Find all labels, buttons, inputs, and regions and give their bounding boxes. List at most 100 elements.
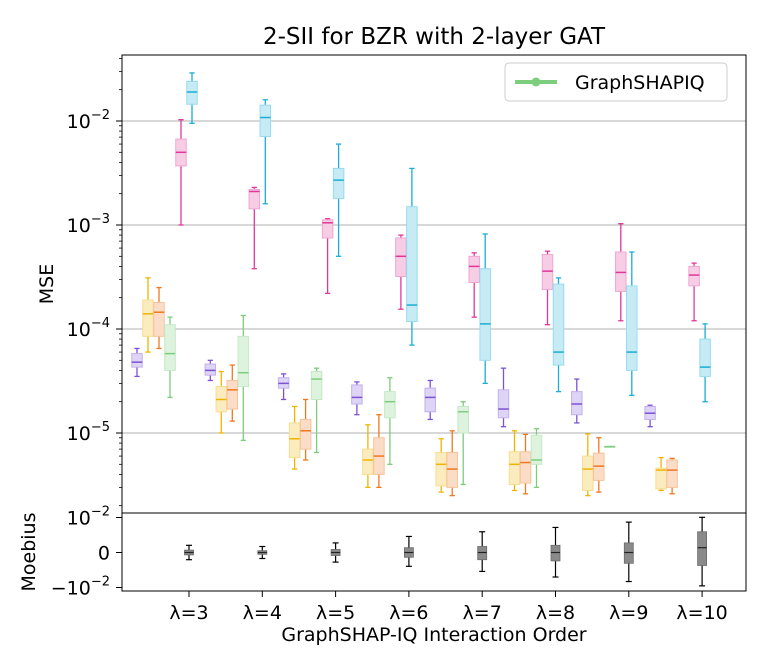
box-iqr: [321, 219, 334, 239]
box-iqr: [530, 434, 543, 465]
box-orange: [519, 433, 532, 495]
box-iqr: [457, 405, 469, 434]
box-iqr: [351, 384, 363, 405]
y-tick-base: 10: [67, 508, 91, 530]
box-yellow: [655, 456, 667, 492]
x-axis-label: GraphSHAP-IQ Interaction Order: [281, 624, 586, 646]
moebius-box: [623, 521, 634, 583]
box-iqr: [299, 418, 312, 450]
y-tick-base: 10: [67, 578, 91, 600]
x-tick-label: λ=8: [536, 602, 575, 624]
x-tick-label: λ=5: [316, 602, 355, 624]
moebius-box: [403, 535, 414, 567]
x-tick-label: λ=9: [609, 602, 648, 624]
box-iqr: [655, 467, 667, 490]
legend-marker: [531, 77, 541, 87]
box-iqr: [552, 283, 565, 366]
bottom-y-axis-label: Moebius: [18, 513, 40, 592]
box-yellow: [582, 433, 594, 497]
y-tick-label: 10−5: [67, 420, 110, 445]
box-iqr: [204, 363, 217, 376]
box-iqr: [468, 255, 480, 283]
y-tick-base: 10: [67, 215, 91, 237]
y-tick-label: 10−4: [67, 316, 110, 341]
box-pink: [468, 252, 480, 318]
box-iqr: [332, 167, 345, 199]
box-purple: [204, 359, 217, 382]
box-iqr: [697, 531, 707, 566]
x-tick-label: λ=6: [389, 602, 428, 624]
box-pink: [688, 262, 700, 322]
box-cyan: [699, 323, 711, 403]
box-iqr: [142, 299, 154, 337]
box-yellow: [435, 438, 447, 493]
box-cyan: [479, 233, 491, 385]
box-yellow: [362, 424, 374, 489]
x-tick-label: λ=10: [676, 602, 727, 624]
y-tick-base: 10: [67, 111, 91, 133]
box-iqr: [541, 254, 554, 290]
y-tick-sign: −: [51, 578, 67, 600]
y-tick-exponent: −3: [91, 212, 110, 227]
x-tick-label: λ=3: [169, 602, 208, 624]
y-tick-label: 10−2: [67, 505, 110, 530]
x-axis-ticks: λ=3 λ=4 λ=5 λ=6 λ=7 λ=8 λ=9 λ=10: [169, 591, 728, 624]
box-cyan: [626, 251, 638, 397]
moebius-box: [184, 544, 194, 561]
box-purple: [644, 404, 656, 428]
y-tick-zero: 0: [98, 543, 110, 565]
box-iqr: [384, 391, 396, 419]
legend-label: GraphSHAPIQ: [575, 72, 705, 94]
bottom-plot-frame: [121, 512, 747, 592]
box-pink: [395, 234, 407, 310]
y-tick-label: 10−3: [67, 212, 110, 237]
box-purple: [131, 347, 143, 378]
y-tick-base: 10: [67, 319, 91, 341]
box-purple: [424, 379, 436, 421]
box-cyan: [406, 167, 418, 346]
box-orange: [153, 286, 165, 350]
top-plot-frame: [121, 54, 747, 514]
x-tick-label: λ=7: [463, 602, 502, 624]
moebius-box: [330, 542, 341, 563]
y-tick-exponent: −2: [91, 108, 110, 123]
y-tick-exponent: −4: [91, 316, 110, 331]
box-iqr: [666, 459, 678, 488]
box-orange: [373, 414, 385, 489]
box-green: [604, 445, 616, 448]
box-iqr: [288, 422, 301, 459]
box-yellow: [508, 430, 521, 492]
y-tick-label: −10−2: [51, 575, 110, 600]
box-cyan: [552, 277, 565, 393]
box-iqr: [362, 448, 374, 475]
top-y-axis-label: MSE: [36, 264, 58, 304]
box-green: [457, 401, 469, 486]
box-orange: [226, 364, 239, 422]
moebius-boxplots: [184, 516, 707, 587]
box-pink: [541, 250, 554, 326]
box-iqr: [395, 237, 407, 277]
box-pink: [321, 218, 334, 295]
box-iqr: [497, 389, 510, 419]
y-tick-base: 10: [67, 423, 91, 445]
box-orange: [593, 437, 605, 493]
box-green: [530, 428, 543, 489]
box-iqr: [131, 353, 143, 368]
moebius-box: [550, 526, 561, 578]
top-y-axis-ticks: 10−210−310−410−5: [67, 57, 122, 507]
moebius-box: [477, 531, 488, 573]
box-yellow: [288, 405, 301, 470]
box-iqr: [248, 188, 261, 210]
box-iqr: [226, 379, 239, 410]
box-iqr: [259, 104, 272, 137]
box-yellow: [215, 370, 228, 434]
box-orange: [299, 398, 312, 461]
box-green: [384, 377, 396, 465]
box-iqr: [406, 206, 418, 323]
box-iqr: [623, 542, 634, 564]
box-pink: [615, 223, 627, 322]
moebius-box: [697, 516, 707, 587]
box-iqr: [508, 451, 521, 485]
box-iqr: [479, 268, 491, 361]
